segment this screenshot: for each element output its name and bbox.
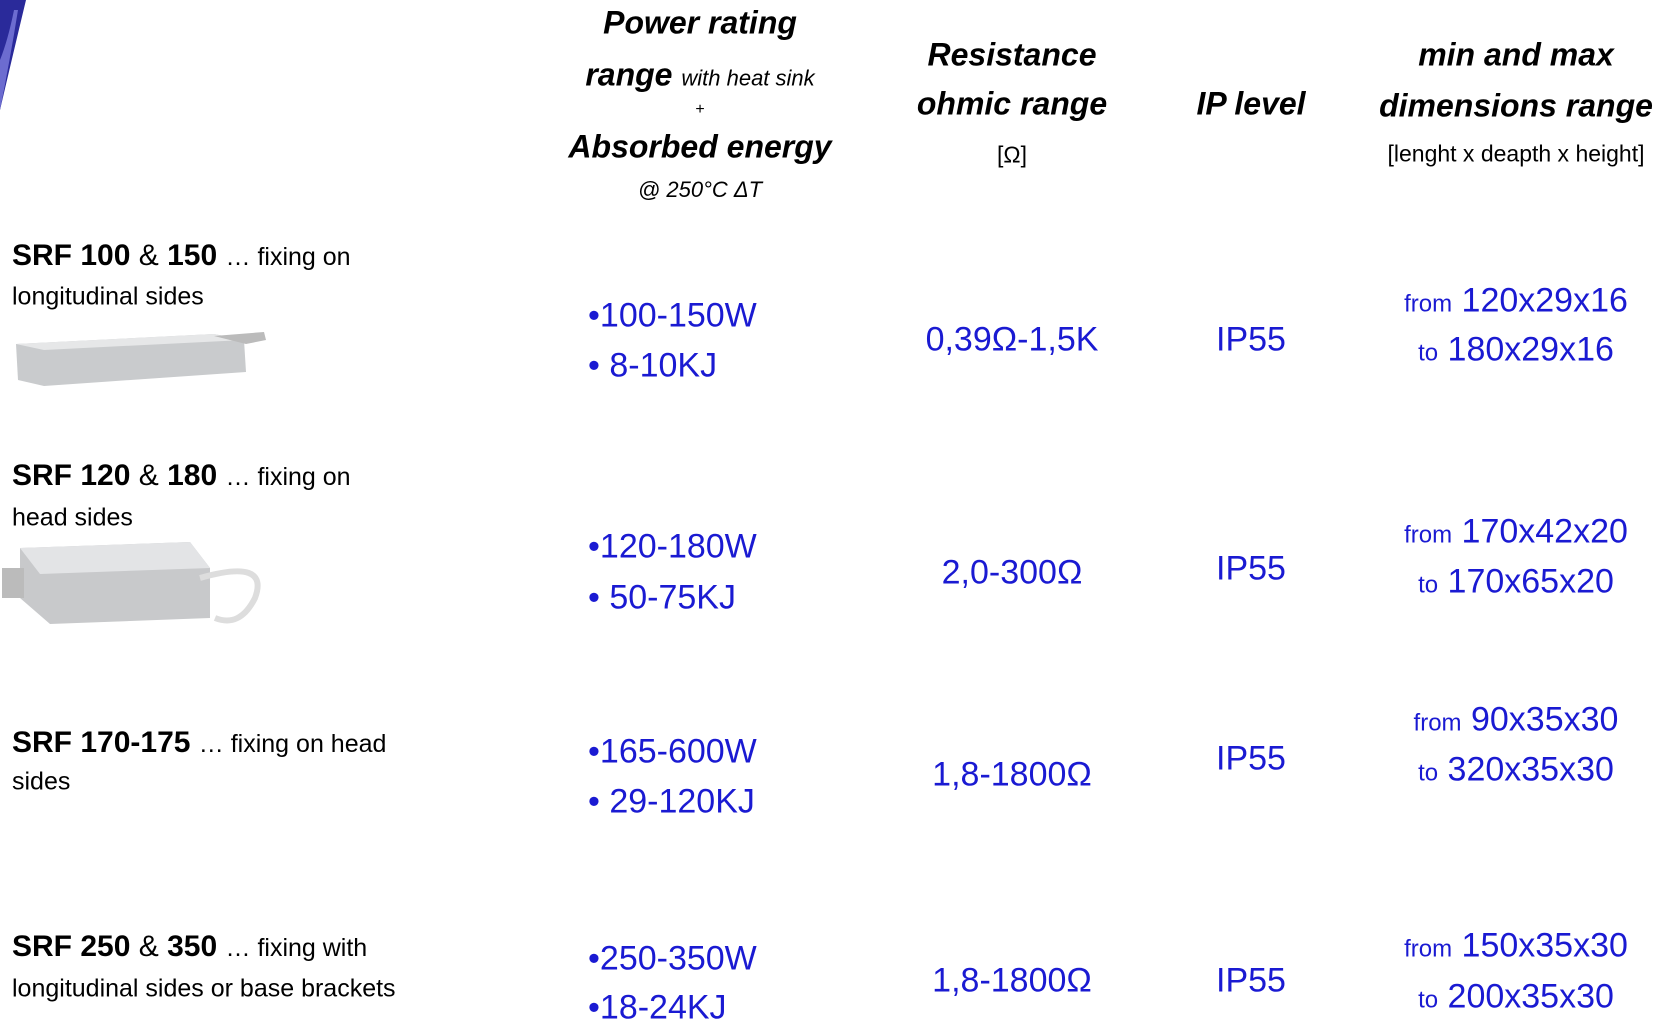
- dimension-line: to 180x29x16: [1418, 331, 1614, 370]
- dimension-value: 150x35x30: [1462, 927, 1628, 965]
- dimension-value: 200x35x30: [1448, 978, 1614, 1016]
- header-note: +: [695, 101, 704, 119]
- product-name-part: &: [139, 239, 159, 272]
- ip-value: IP55: [1216, 550, 1286, 589]
- dimension-value: 170x65x20: [1448, 563, 1614, 601]
- power-value: • 8-10KJ: [588, 347, 717, 386]
- dimension-label: to: [1418, 572, 1438, 599]
- product-name-part: SRF 250: [12, 930, 130, 963]
- product-name-part: 150: [167, 239, 217, 272]
- dimension-label: to: [1418, 987, 1438, 1014]
- product-name-part: SRF 120: [12, 459, 130, 492]
- product-name-part: &: [139, 459, 159, 492]
- dimension-value: 120x29x16: [1462, 282, 1628, 320]
- product-description: … fixing on: [226, 243, 351, 271]
- product-name-part: 180: [167, 459, 217, 492]
- header-text: Resistance: [928, 37, 1097, 74]
- resistance-value: 1,8-1800Ω: [932, 756, 1092, 795]
- resistance-value: 0,39Ω-1,5K: [926, 321, 1099, 360]
- product-description: longitudinal sides: [12, 283, 204, 312]
- header-note: [lenght x deapth x height]: [1387, 141, 1644, 168]
- product-name: SRF 100 & 150 … fixing on: [12, 239, 351, 273]
- dimension-label: from: [1404, 936, 1452, 963]
- product-description: … fixing on: [226, 463, 351, 491]
- header-note: [Ω]: [997, 142, 1027, 169]
- dimension-label: from: [1404, 291, 1452, 318]
- power-value: •165-600W: [588, 733, 757, 772]
- product-name: SRF 120 & 180 … fixing on: [12, 459, 351, 493]
- product-name-part: &: [139, 930, 159, 963]
- power-value: •100-150W: [588, 297, 757, 336]
- dimension-label: from: [1404, 522, 1452, 549]
- dimension-label: from: [1414, 710, 1462, 737]
- ip-value: IP55: [1216, 321, 1286, 360]
- resistance-value: 2,0-300Ω: [942, 554, 1083, 593]
- product-description: sides: [12, 768, 70, 797]
- product-name-part: 350: [167, 930, 217, 963]
- dimension-line: from 170x42x20: [1404, 513, 1628, 552]
- product-name-part: SRF 170-175: [12, 726, 190, 759]
- dimension-label: to: [1418, 760, 1438, 787]
- dimension-line: to 200x35x30: [1418, 978, 1614, 1017]
- dimension-line: to 320x35x30: [1418, 751, 1614, 790]
- dimension-line: from 120x29x16: [1404, 282, 1628, 321]
- slide: Power rating range with heat sink + Abso…: [0, 0, 1674, 1023]
- corner-decoration: [0, 0, 40, 120]
- product-description: … fixing with: [226, 934, 368, 962]
- power-value: •250-350W: [588, 940, 757, 979]
- ip-value: IP55: [1216, 740, 1286, 779]
- header-text: Absorbed energy: [568, 129, 831, 166]
- product-description: longitudinal sides or base brackets: [12, 975, 396, 1004]
- header-note: @ 250°C ΔT: [638, 177, 762, 203]
- product-name: SRF 170-175 … fixing on head: [12, 726, 386, 760]
- dimension-line: from 150x35x30: [1404, 927, 1628, 966]
- dimension-label: to: [1418, 340, 1438, 367]
- ip-value: IP55: [1216, 962, 1286, 1001]
- header-text: range: [585, 57, 672, 93]
- header-note: with heat sink: [681, 66, 814, 91]
- dimension-line: from 90x35x30: [1414, 701, 1619, 740]
- product-name-part: SRF 100: [12, 239, 130, 272]
- product-description: head sides: [12, 504, 133, 533]
- header-text: IP level: [1196, 86, 1305, 123]
- dimension-value: 320x35x30: [1448, 751, 1614, 789]
- power-value: •18-24KJ: [588, 989, 727, 1023]
- power-value: • 29-120KJ: [588, 783, 755, 822]
- product-name: SRF 250 & 350 … fixing with: [12, 930, 367, 964]
- header-text: ohmic range: [917, 86, 1107, 123]
- product-description: … fixing on head: [199, 730, 387, 758]
- header-text: Power rating: [603, 5, 797, 42]
- dimension-line: to 170x65x20: [1418, 563, 1614, 602]
- dimension-value: 180x29x16: [1448, 331, 1614, 369]
- header-text: dimensions range: [1379, 88, 1653, 125]
- header-text: range with heat sink: [585, 57, 814, 94]
- resistance-value: 1,8-1800Ω: [932, 962, 1092, 1001]
- header-text: min and max: [1418, 37, 1614, 74]
- dimension-value: 170x42x20: [1462, 513, 1628, 551]
- resistor-image: [14, 322, 294, 392]
- dimension-value: 90x35x30: [1471, 701, 1618, 739]
- resistor-image: [0, 528, 270, 678]
- power-value: •120-180W: [588, 528, 757, 567]
- power-value: • 50-75KJ: [588, 579, 736, 618]
